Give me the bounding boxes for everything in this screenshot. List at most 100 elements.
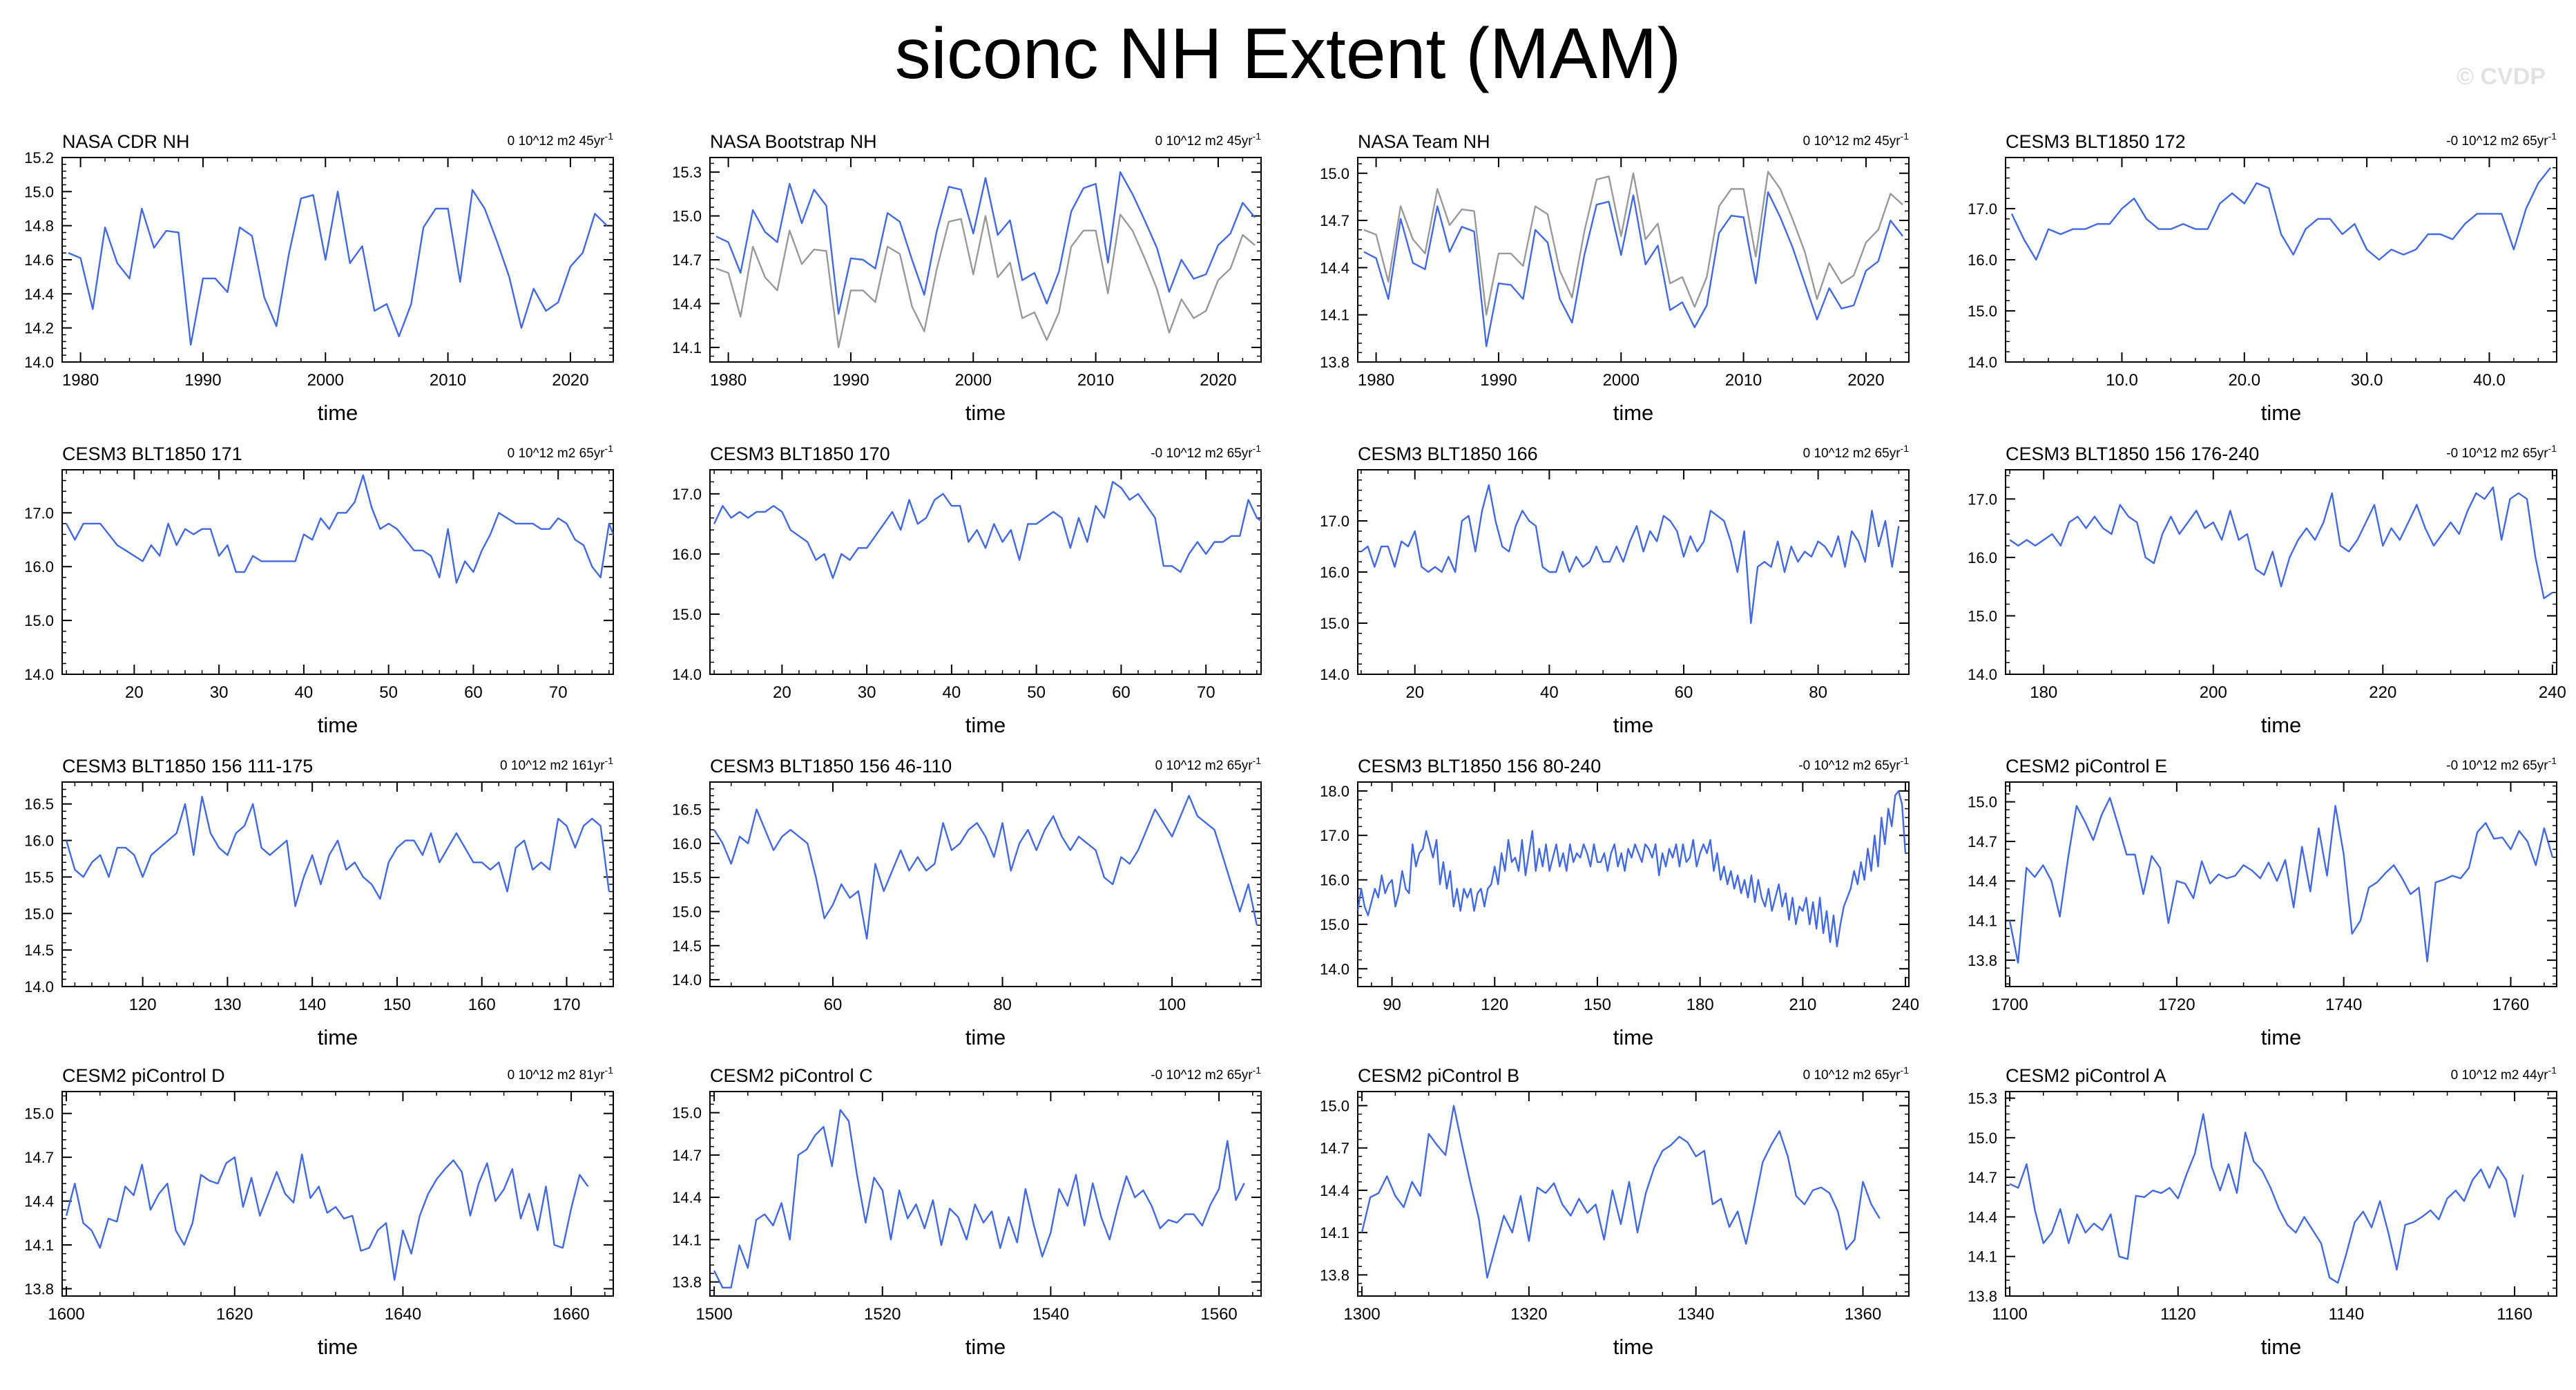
y-tick-label: 15.3 bbox=[1968, 1090, 1997, 1107]
annotation-superscript: -1 bbox=[2548, 1065, 2557, 1076]
x-axis-label: time bbox=[1613, 1025, 1654, 1049]
panel-title: CESM3 BLT1850 172 bbox=[2006, 131, 2186, 152]
panel-title: CESM2 piControl B bbox=[1358, 1065, 1519, 1086]
x-tick-label: 240 bbox=[2539, 683, 2566, 702]
x-tick-label: 1500 bbox=[695, 1305, 732, 1324]
annotation-superscript: -1 bbox=[1901, 1065, 1910, 1076]
y-tick-label: 13.8 bbox=[24, 1280, 54, 1297]
x-tick-label: 70 bbox=[1197, 683, 1215, 702]
y-tick-label: 14.7 bbox=[24, 1149, 54, 1166]
x-tick-label: 80 bbox=[993, 996, 1012, 1014]
annotation-text: 0 10^12 m2 45yr bbox=[1803, 134, 1901, 149]
annotation-superscript: -1 bbox=[2548, 131, 2557, 142]
x-tick-label: 150 bbox=[383, 996, 411, 1014]
chart-panel: CESM2 piControl A 0 10^12 m2 44yr-1 1100 11… bbox=[1968, 1065, 2557, 1359]
chart-panel: CESM2 piControl C -0 10^12 m2 65yr-1 1500 1… bbox=[672, 1065, 1262, 1359]
series-line bbox=[713, 1109, 1245, 1288]
annotation-text: -0 10^12 m2 65yr bbox=[2446, 446, 2548, 461]
x-axis-label: time bbox=[965, 401, 1006, 425]
page-title: siconc NH Extent (MAM) bbox=[894, 14, 1682, 94]
annotation-superscript: -1 bbox=[1901, 443, 1910, 454]
panel-title: CESM2 piControl C bbox=[710, 1065, 873, 1086]
x-tick-label: 1320 bbox=[1510, 1305, 1547, 1324]
plot-frame bbox=[1357, 157, 1910, 363]
x-tick-label: 1980 bbox=[710, 371, 747, 390]
x-tick-label: 120 bbox=[129, 996, 157, 1014]
panel-annotation: -0 10^12 m2 65yr-1 bbox=[2446, 131, 2557, 149]
chart-panel: CESM3 BLT1850 171 0 10^12 m2 65yr-1 20 30 40… bbox=[24, 443, 614, 737]
series-line bbox=[1363, 191, 1904, 348]
y-tick-label: 15.0 bbox=[1968, 607, 1997, 625]
annotation-text: 0 10^12 m2 65yr bbox=[1803, 1068, 1901, 1083]
annotation-superscript: -1 bbox=[1253, 755, 1262, 766]
plot-frame bbox=[2005, 469, 2557, 675]
y-tick-label: 14.7 bbox=[1968, 1169, 1997, 1186]
chart-panel: CESM3 BLT1850 166 0 10^12 m2 65yr-1 20 40 60… bbox=[1320, 443, 1910, 737]
x-tick-label: 170 bbox=[552, 996, 580, 1014]
y-tick-label: 14.1 bbox=[24, 1237, 54, 1254]
x-tick-label: 1990 bbox=[184, 371, 221, 390]
annotation-text: 0 10^12 m2 65yr bbox=[508, 446, 606, 461]
annotation-superscript: -1 bbox=[1253, 443, 1262, 454]
panel-annotation: -0 10^12 m2 65yr-1 bbox=[2446, 755, 2557, 773]
series-line bbox=[715, 213, 1256, 349]
x-tick-label: 1360 bbox=[1845, 1305, 1881, 1324]
panel-annotation: 0 10^12 m2 45yr-1 bbox=[508, 131, 614, 149]
annotation-superscript: -1 bbox=[605, 1065, 614, 1076]
y-tick-label: 14.0 bbox=[24, 354, 54, 371]
x-tick-label: 1340 bbox=[1678, 1305, 1714, 1324]
chart-panel: CESM3 BLT1850 156 111-175 0 10^12 m2 161y… bbox=[24, 755, 614, 1049]
panel-title: CESM2 piControl A bbox=[2006, 1065, 2166, 1086]
annotation-text: 0 10^12 m2 161yr bbox=[500, 759, 605, 773]
x-axis-label: time bbox=[965, 1025, 1006, 1049]
y-tick-label: 16.5 bbox=[24, 796, 54, 813]
plot-frame bbox=[709, 157, 1262, 363]
panel-title: CESM2 piControl E bbox=[2006, 756, 2167, 777]
x-tick-label: 120 bbox=[1481, 996, 1508, 1014]
y-tick-label: 14.1 bbox=[1320, 1224, 1349, 1241]
panel-annotation: 0 10^12 m2 65yr-1 bbox=[1803, 1065, 1910, 1083]
y-tick-label: 14.5 bbox=[24, 942, 54, 959]
x-tick-label: 30 bbox=[858, 683, 876, 702]
y-tick-label: 15.0 bbox=[24, 1105, 54, 1123]
x-axis-label: time bbox=[2261, 713, 2302, 737]
x-tick-label: 1140 bbox=[2329, 1305, 2365, 1324]
x-tick-label: 10.0 bbox=[2106, 371, 2138, 390]
plot-frame bbox=[709, 781, 1262, 987]
series-line bbox=[68, 189, 608, 346]
plot-frame bbox=[1357, 781, 1910, 987]
panel-annotation: -0 10^12 m2 65yr-1 bbox=[1151, 443, 1261, 461]
chart-panel: CESM3 BLT1850 156 80-240 -0 10^12 m2 65yr… bbox=[1320, 755, 1919, 1049]
x-axis-label: time bbox=[318, 401, 358, 425]
x-tick-label: 180 bbox=[2030, 683, 2057, 702]
y-tick-label: 14.4 bbox=[672, 295, 702, 312]
y-tick-label: 16.0 bbox=[24, 832, 54, 850]
annotation-text: 0 10^12 m2 81yr bbox=[508, 1068, 606, 1083]
x-tick-label: 1600 bbox=[48, 1305, 84, 1324]
annotation-text: -0 10^12 m2 65yr bbox=[2446, 759, 2548, 773]
chart-panel: CESM3 BLT1850 156 176-240 -0 10^12 m2 65y… bbox=[1968, 443, 2566, 737]
plot-frame bbox=[61, 1091, 614, 1297]
panel-title: CESM3 BLT1850 170 bbox=[710, 444, 890, 464]
x-tick-label: 90 bbox=[1383, 996, 1401, 1014]
x-tick-label: 200 bbox=[2200, 683, 2227, 702]
panel-title: NASA Bootstrap NH bbox=[710, 131, 877, 152]
y-tick-label: 14.0 bbox=[672, 666, 702, 683]
panel-title: CESM3 BLT1850 156 176-240 bbox=[2006, 444, 2259, 464]
y-tick-label: 16.0 bbox=[672, 546, 702, 563]
annotation-text: 0 10^12 m2 44yr bbox=[2451, 1068, 2549, 1083]
x-tick-label: 40 bbox=[1540, 683, 1559, 702]
y-tick-label: 13.8 bbox=[1968, 1288, 1997, 1305]
annotation-text: -0 10^12 m2 65yr bbox=[1151, 446, 1253, 461]
x-tick-label: 130 bbox=[213, 996, 241, 1014]
y-tick-label: 16.0 bbox=[1968, 251, 1997, 269]
panel-annotation: 0 10^12 m2 65yr-1 bbox=[1803, 443, 1910, 461]
y-tick-label: 15.0 bbox=[1320, 1097, 1349, 1114]
x-axis-label: time bbox=[318, 1335, 358, 1359]
y-tick-label: 14.0 bbox=[24, 978, 54, 996]
series-line bbox=[1361, 484, 1900, 625]
x-tick-label: 1160 bbox=[2497, 1305, 2532, 1324]
y-tick-label: 15.2 bbox=[24, 149, 54, 166]
y-tick-label: 15.0 bbox=[1320, 165, 1349, 182]
